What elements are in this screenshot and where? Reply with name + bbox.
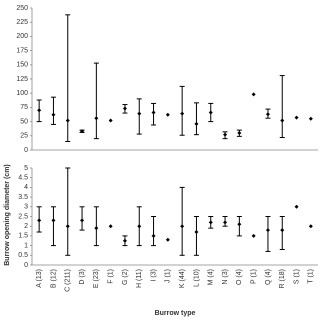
y-tick-label: 1.5 bbox=[18, 233, 28, 240]
x-tick-label: I (3) bbox=[150, 269, 157, 281]
mean-marker bbox=[237, 222, 242, 227]
y-tick-label: 3.5 bbox=[18, 194, 28, 201]
x-tick-label: L (10) bbox=[193, 269, 200, 287]
y-tick-label: 225 bbox=[16, 19, 28, 26]
x-tick-label: P (1) bbox=[250, 269, 257, 284]
mean-marker bbox=[122, 238, 127, 243]
x-tick-label: G (2) bbox=[122, 269, 129, 285]
mean-marker bbox=[265, 112, 270, 117]
mean-marker bbox=[223, 220, 228, 225]
y-tick-label: 0 bbox=[24, 147, 28, 154]
y-tick-label: 2 bbox=[24, 223, 28, 230]
x-tick-label: O (4) bbox=[236, 269, 243, 285]
y-tick-label: 175 bbox=[16, 47, 28, 54]
mean-marker bbox=[194, 230, 199, 235]
x-tick-label: A (13) bbox=[36, 269, 43, 288]
x-tick-label: J (1) bbox=[165, 269, 172, 283]
y-tick-label: 4 bbox=[24, 184, 28, 191]
mean-marker bbox=[165, 237, 170, 242]
y-tick-label: 75 bbox=[20, 104, 28, 111]
x-tick-label: N (3) bbox=[222, 269, 229, 285]
y-tick-label: 150 bbox=[16, 62, 28, 69]
mean-marker bbox=[65, 118, 70, 123]
mean-marker bbox=[137, 224, 142, 229]
x-tick-label: E (23) bbox=[93, 269, 100, 288]
y-tick-label: 1 bbox=[24, 242, 28, 249]
mean-marker bbox=[180, 224, 185, 229]
mean-marker bbox=[251, 233, 256, 238]
x-tick-label: Q (4) bbox=[265, 269, 272, 285]
mean-marker bbox=[80, 218, 85, 223]
x-tick-label: S (1) bbox=[293, 269, 300, 284]
mean-marker bbox=[280, 228, 285, 233]
mean-marker bbox=[194, 121, 199, 126]
y-tick-label: 50 bbox=[20, 118, 28, 125]
y-tick-label: 2.5 bbox=[18, 213, 28, 220]
x-tick-label: F (1) bbox=[107, 269, 114, 284]
y-tick-label: 250 bbox=[16, 5, 28, 12]
x-tick-label: R (18) bbox=[279, 269, 286, 288]
x-tick-label: T (1) bbox=[308, 269, 315, 284]
mean-marker bbox=[108, 224, 113, 229]
y-tick-label: 4.5 bbox=[18, 175, 28, 182]
y-tick-label: 100 bbox=[16, 90, 28, 97]
x-tick-label: K (44) bbox=[179, 269, 186, 288]
mean-marker bbox=[65, 224, 70, 229]
mean-marker bbox=[251, 92, 256, 97]
x-axis-title: Burrow type bbox=[155, 310, 196, 317]
mean-marker bbox=[294, 204, 299, 209]
mean-marker bbox=[94, 116, 99, 121]
mean-marker bbox=[208, 220, 213, 225]
mean-marker bbox=[51, 218, 56, 223]
mean-marker bbox=[151, 110, 156, 115]
mean-marker bbox=[37, 108, 42, 113]
y-tick-label: 0 bbox=[24, 262, 28, 269]
y-tick-label: 25 bbox=[20, 133, 28, 140]
mean-marker bbox=[165, 112, 170, 117]
y-tick-label: 5 bbox=[24, 165, 28, 172]
x-tick-label: M (4) bbox=[208, 269, 215, 285]
y-tick-label: 125 bbox=[16, 76, 28, 83]
x-tick-label: B (12) bbox=[50, 269, 57, 288]
mean-marker bbox=[208, 110, 213, 115]
x-tick-label: D (3) bbox=[79, 269, 86, 285]
x-tick-label: C (211) bbox=[65, 269, 72, 292]
mean-marker bbox=[94, 226, 99, 231]
mean-marker bbox=[51, 112, 56, 117]
y-tick-label: 0.5 bbox=[18, 252, 28, 259]
y-tick-label: 3 bbox=[24, 204, 28, 211]
y-tick-label: 200 bbox=[16, 33, 28, 40]
mean-marker bbox=[80, 129, 85, 134]
mean-marker bbox=[223, 132, 228, 137]
mean-marker bbox=[237, 130, 242, 135]
mean-marker bbox=[137, 111, 142, 116]
y-axis-title: Burrow opening diameter (cm) bbox=[4, 164, 11, 266]
mean-marker bbox=[37, 218, 42, 223]
mean-marker bbox=[151, 233, 156, 238]
mean-marker bbox=[280, 118, 285, 123]
x-tick-label: H (11) bbox=[136, 269, 143, 288]
mean-marker bbox=[180, 111, 185, 116]
mean-marker bbox=[308, 224, 313, 229]
mean-marker bbox=[122, 106, 127, 111]
mean-marker bbox=[108, 118, 113, 123]
mean-marker bbox=[265, 228, 270, 233]
mean-marker bbox=[294, 115, 299, 120]
mean-marker bbox=[308, 116, 313, 121]
